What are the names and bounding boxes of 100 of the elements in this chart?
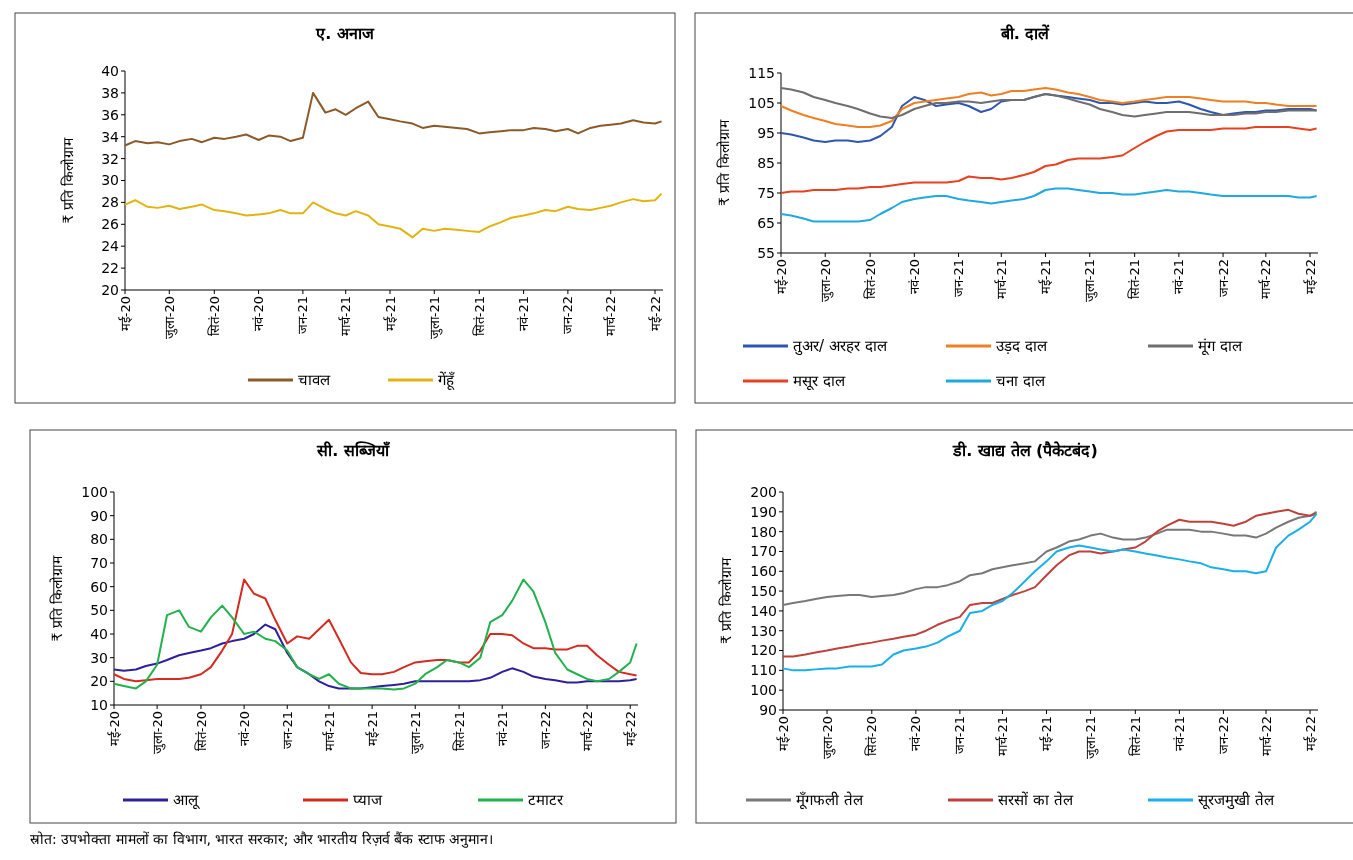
x-tick-label: मार्च-22 — [579, 711, 595, 752]
legend-label: चना दाल — [996, 372, 1046, 391]
y-tick-label: 80 — [90, 531, 108, 548]
line-series — [780, 93, 1318, 143]
y-tick-label: 110 — [750, 662, 777, 679]
legend-label: टमाटर — [528, 791, 564, 810]
x-tick-label: सितं-20 — [206, 296, 222, 337]
y-tick-label: 40 — [101, 62, 119, 79]
y-tick-label: 36 — [101, 106, 120, 123]
x-tick-label: मई-22 — [647, 296, 663, 332]
x-tick-label: मई-20 — [117, 296, 133, 332]
y-tick-label: 40 — [90, 625, 108, 642]
legend-label: सूरजमुखी तेल — [1198, 791, 1275, 811]
y-tick-label: 180 — [750, 523, 777, 540]
y-tick-label: 130 — [750, 622, 777, 639]
legend-label: प्याज — [353, 791, 383, 810]
line-series — [124, 91, 663, 147]
line-series — [780, 87, 1318, 119]
y-tick-label: 30 — [101, 172, 119, 189]
x-tick-label: जुला-20 — [149, 711, 166, 755]
x-tick-label: मार्च-22 — [1258, 259, 1274, 300]
x-tick-label: मई-22 — [1302, 259, 1318, 295]
x-tick-label: जुला-21 — [1082, 259, 1099, 303]
legend-label: गेंहूँ — [438, 371, 455, 392]
x-tick-label: सितं-20 — [193, 711, 209, 752]
x-tick-label: मई-20 — [773, 259, 789, 295]
x-tick-label: मार्च-21 — [995, 716, 1011, 757]
x-tick-label: जन-21 — [279, 711, 295, 750]
line-series — [124, 192, 663, 239]
x-tick-label: सितं-21 — [1127, 716, 1143, 757]
x-tick-label: मार्च-21 — [338, 296, 354, 337]
x-tick-label: जुला-21 — [426, 296, 443, 340]
y-axis-title: ₹ प्रति किलोग्राम — [49, 554, 65, 642]
y-axis-title: ₹ प्रति किलोग्राम — [716, 119, 732, 206]
x-tick-label: जुला-20 — [161, 296, 178, 340]
x-tick-label: जन-21 — [952, 716, 968, 755]
x-tick-label: मई-21 — [1038, 259, 1054, 295]
x-tick-label: मई-20 — [106, 711, 122, 747]
y-tick-label: 30 — [90, 649, 108, 666]
x-tick-label: जुला-20 — [819, 716, 836, 760]
y-tick-label: 150 — [750, 582, 777, 599]
y-axis-title: ₹ प्रति किलोग्राम — [60, 136, 76, 224]
x-tick-label: नवं-20 — [251, 296, 267, 332]
legend-label: मूँगफली तेल — [796, 791, 864, 811]
x-tick-label: मार्च-21 — [321, 711, 337, 752]
line-series — [780, 87, 1318, 128]
x-tick-label: नवं-20 — [906, 259, 922, 295]
y-tick-label: 160 — [750, 563, 777, 580]
y-tick-label: 50 — [90, 602, 108, 619]
y-tick-label: 190 — [750, 503, 777, 520]
y-tick-label: 28 — [101, 194, 119, 211]
x-tick-label: नवं-21 — [1171, 716, 1187, 752]
y-tick-label: 55 — [757, 244, 775, 261]
x-tick-label: सितं-21 — [1127, 259, 1143, 300]
x-tick-label: जन-22 — [1215, 259, 1231, 298]
y-tick-label: 70 — [90, 554, 108, 571]
line-series — [780, 187, 1318, 223]
x-tick-label: मई-21 — [1039, 716, 1055, 752]
x-tick-label: मई-21 — [382, 296, 398, 332]
chart-title: डी. खाद्य तेल (पैकेटबंद) — [952, 441, 1098, 460]
x-tick-label: जन-21 — [951, 259, 967, 298]
y-tick-label: 140 — [750, 602, 777, 619]
legend-label: आलू — [173, 791, 200, 811]
y-tick-label: 105 — [748, 94, 775, 111]
x-tick-label: मार्च-21 — [993, 259, 1009, 300]
x-tick-label: जन-22 — [560, 296, 576, 335]
y-tick-label: 20 — [90, 673, 108, 690]
y-tick-label: 95 — [757, 124, 775, 141]
y-axis-title: ₹ प्रति किलोग्राम — [718, 557, 734, 644]
x-tick-label: सितं-20 — [862, 259, 878, 300]
x-tick-label: सितं-21 — [451, 711, 467, 752]
x-tick-label: मार्च-22 — [603, 296, 619, 337]
chart-title: ए. अनाज — [315, 24, 375, 43]
x-tick-label: नवं-20 — [908, 716, 924, 752]
y-tick-label: 24 — [101, 238, 120, 255]
x-tick-label: जुला-21 — [1083, 716, 1100, 760]
x-tick-label: नवं-21 — [516, 296, 532, 332]
y-tick-label: 22 — [101, 260, 119, 276]
y-tick-label: 75 — [757, 184, 775, 201]
x-tick-label: जन-21 — [295, 296, 311, 335]
x-tick-label: मई-22 — [622, 711, 638, 747]
x-tick-label: नवं-21 — [1171, 259, 1187, 295]
x-tick-label: नवं-21 — [494, 711, 510, 747]
x-tick-label: सितं-21 — [471, 296, 487, 337]
chart-title: सी. सब्जियाँ — [316, 441, 391, 460]
legend-label: सरसों का तेल — [998, 791, 1074, 810]
y-tick-label: 120 — [750, 642, 777, 659]
x-tick-label: सितं-20 — [864, 716, 880, 757]
x-tick-label: मई-21 — [364, 711, 380, 747]
x-tick-label: मई-20 — [775, 716, 791, 752]
line-series — [113, 623, 638, 690]
y-tick-label: 32 — [101, 150, 119, 167]
legend-label: मूंग दाल — [1198, 337, 1243, 357]
x-tick-label: मई-22 — [1302, 716, 1318, 752]
text: स्रोत: उपभोक्ता मामलों का विभाग, भारत सरकार; और भारतीय रिज़र्व बैंक स्टाफ अनुमान। — [30, 831, 494, 848]
y-tick-label: 26 — [101, 216, 120, 233]
x-tick-label: जन-22 — [537, 711, 553, 750]
y-tick-label: 60 — [90, 578, 108, 595]
y-tick-label: 170 — [750, 543, 777, 560]
y-tick-label: 34 — [101, 128, 120, 145]
